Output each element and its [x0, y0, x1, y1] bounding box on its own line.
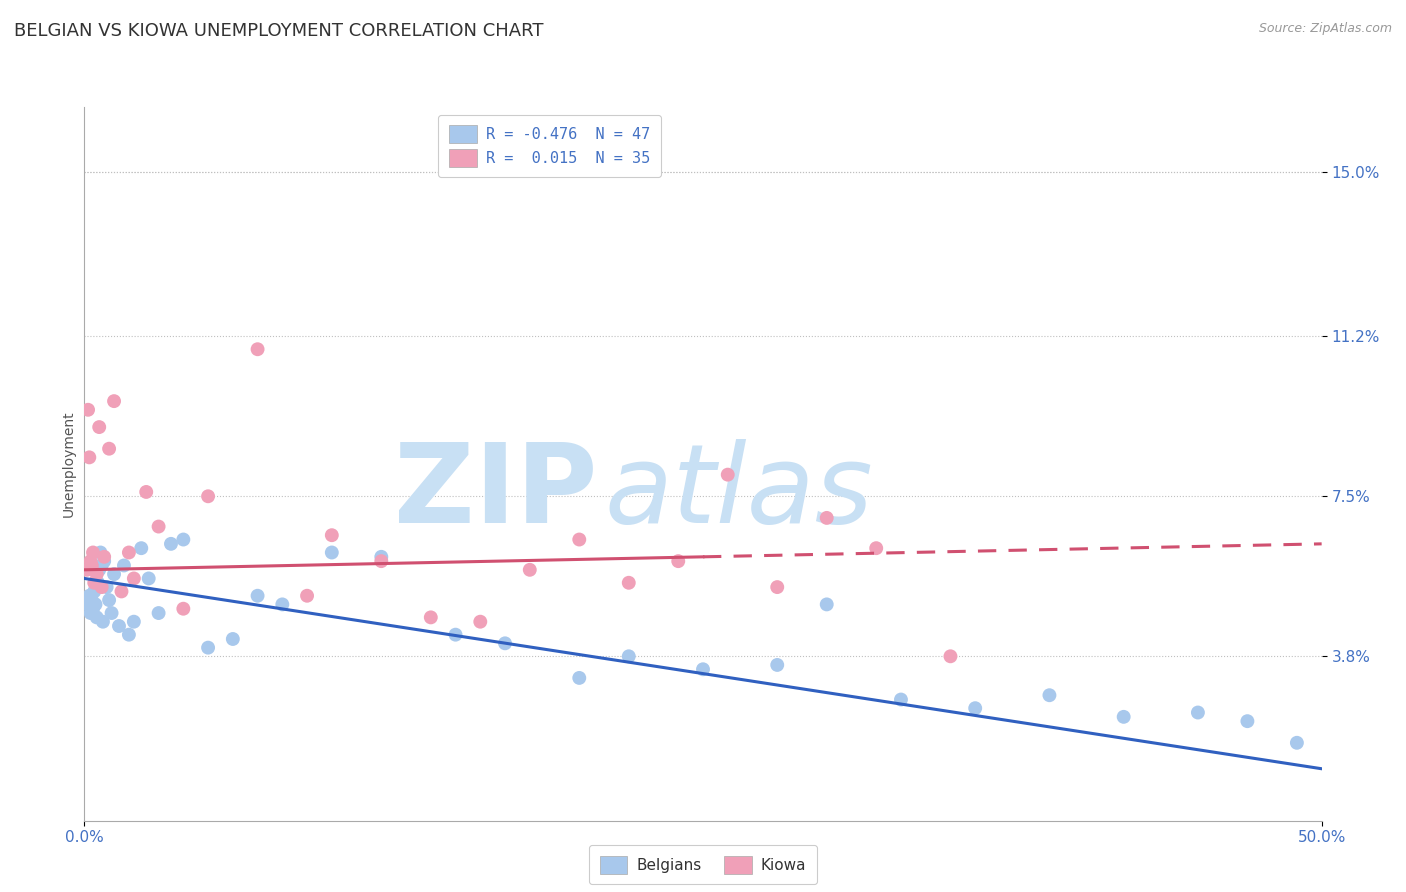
Point: [138, 571, 160, 585]
Point: [815, 598, 838, 612]
Text: atlas: atlas: [605, 439, 873, 546]
Point: [815, 511, 838, 525]
Point: [103, 394, 125, 409]
Point: [90, 558, 112, 573]
Point: [79, 606, 101, 620]
Legend: Belgians, Kiowa: Belgians, Kiowa: [589, 846, 817, 884]
Point: [148, 519, 170, 533]
Point: [222, 632, 245, 646]
Point: [617, 649, 640, 664]
Point: [122, 615, 145, 629]
Point: [494, 636, 516, 650]
Point: [444, 628, 467, 642]
Point: [80, 558, 103, 573]
Point: [89, 420, 111, 434]
Point: [890, 692, 912, 706]
Point: [86, 610, 108, 624]
Point: [93, 554, 115, 568]
Point: [197, 640, 219, 655]
Point: [766, 657, 789, 672]
Text: ZIP: ZIP: [395, 439, 598, 546]
Point: [965, 701, 987, 715]
Point: [100, 606, 122, 620]
Point: [197, 489, 219, 503]
Point: [89, 563, 111, 577]
Point: [568, 671, 591, 685]
Point: [87, 575, 110, 590]
Point: [148, 606, 170, 620]
Point: [172, 601, 194, 615]
Point: [118, 545, 141, 559]
Point: [766, 580, 789, 594]
Point: [93, 549, 115, 564]
Point: [1285, 736, 1308, 750]
Point: [519, 563, 541, 577]
Point: [321, 528, 343, 542]
Point: [129, 541, 152, 556]
Text: Source: ZipAtlas.com: Source: ZipAtlas.com: [1258, 22, 1392, 36]
Point: [103, 567, 125, 582]
Point: [246, 343, 269, 357]
Text: BELGIAN VS KIOWA UNEMPLOYMENT CORRELATION CHART: BELGIAN VS KIOWA UNEMPLOYMENT CORRELATIO…: [14, 22, 544, 40]
Point: [939, 649, 962, 664]
Point: [77, 598, 100, 612]
Point: [89, 545, 111, 559]
Point: [84, 598, 107, 612]
Point: [666, 554, 689, 568]
Point: [86, 567, 108, 582]
Point: [82, 545, 104, 559]
Point: [135, 485, 157, 500]
Point: [271, 598, 294, 612]
Point: [865, 541, 887, 556]
Point: [160, 537, 183, 551]
Point: [172, 533, 194, 547]
Point: [1112, 710, 1135, 724]
Point: [470, 615, 492, 629]
Point: [90, 580, 112, 594]
Point: [82, 601, 104, 615]
Point: [717, 467, 740, 482]
Point: [617, 575, 640, 590]
Y-axis label: Unemployment: Unemployment: [62, 410, 76, 517]
Point: [321, 545, 343, 559]
Point: [110, 584, 132, 599]
Point: [692, 662, 714, 676]
Point: [79, 450, 101, 465]
Point: [568, 533, 591, 547]
Point: [246, 589, 269, 603]
Point: [98, 442, 121, 456]
Point: [108, 619, 131, 633]
Point: [1187, 706, 1209, 720]
Point: [91, 615, 114, 629]
Point: [118, 628, 141, 642]
Point: [122, 571, 145, 585]
Point: [79, 554, 101, 568]
Point: [83, 584, 105, 599]
Point: [80, 593, 103, 607]
Point: [419, 610, 441, 624]
Point: [98, 593, 121, 607]
Point: [83, 575, 105, 590]
Point: [77, 402, 100, 417]
Point: [76, 563, 98, 577]
Point: [370, 554, 392, 568]
Point: [1236, 714, 1258, 728]
Point: [370, 549, 392, 564]
Point: [1038, 688, 1060, 702]
Point: [295, 589, 318, 603]
Point: [112, 558, 135, 573]
Point: [96, 580, 118, 594]
Point: [79, 589, 101, 603]
